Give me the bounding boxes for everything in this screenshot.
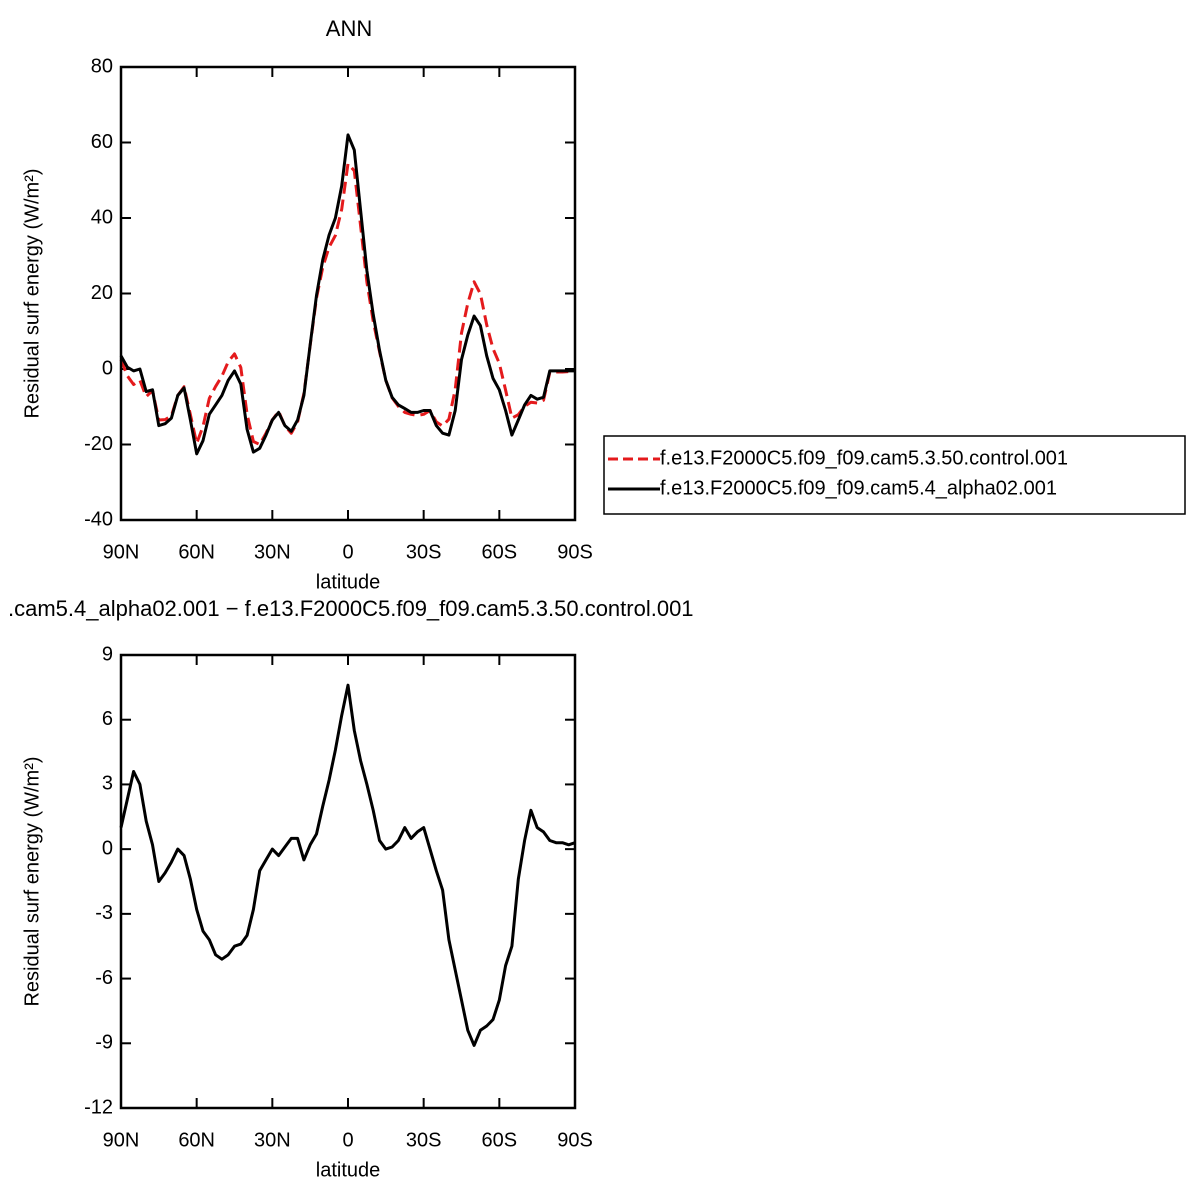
x-tick-label: 30S (406, 541, 442, 563)
y-tick-label: -12 (84, 1096, 113, 1118)
legend-box (603, 435, 1186, 515)
x-tick-label: 90S (557, 1129, 593, 1151)
x-tick-label: 60N (178, 1129, 215, 1151)
x-tick-label: 30N (254, 541, 291, 563)
x-axis-label: latitude (316, 1159, 381, 1181)
x-axis-label: latitude (316, 571, 381, 593)
series-line (119, 683, 576, 1047)
plot-frame (119, 65, 577, 522)
plot-frame (119, 653, 577, 1110)
legend-label: f.e13.F2000C5.f09_f09.cam5.4_alpha02.001 (660, 477, 1057, 499)
x-tick-label: 90N (103, 1129, 140, 1151)
x-tick-label: 90N (103, 541, 140, 563)
x-tick-label: 60S (482, 1129, 518, 1151)
y-tick-label: -20 (84, 433, 113, 455)
y-tick-label: 80 (91, 55, 113, 77)
x-tick-label: 90S (557, 541, 593, 563)
y-tick-label: 3 (102, 773, 113, 795)
x-tick-label: 30N (254, 1129, 291, 1151)
x-tick-label: 60N (178, 541, 215, 563)
y-tick-label: -6 (95, 967, 113, 989)
series-line (119, 133, 575, 456)
y-axis-label: Residual surf energy (W/m²) (21, 168, 43, 418)
chart-title: .cam5.4_alpha02.001 − f.e13.F2000C5.f09_… (8, 596, 694, 621)
x-tick-label: 0 (342, 1129, 353, 1151)
y-tick-label: 0 (102, 837, 113, 859)
y-tick-label: 40 (91, 206, 113, 228)
y-tick-label: 60 (91, 131, 113, 153)
x-tick-label: 60S (482, 541, 518, 563)
y-axis-label: Residual surf energy (W/m²) (21, 756, 43, 1006)
x-tick-label: 30S (406, 1129, 442, 1151)
y-tick-label: -40 (84, 508, 113, 530)
y-tick-label: 20 (91, 282, 113, 304)
chart-title: ANN (326, 16, 372, 41)
legend-label: f.e13.F2000C5.f09_f09.cam5.3.50.control.… (660, 447, 1068, 469)
y-tick-label: 6 (102, 708, 113, 730)
y-tick-label: -9 (95, 1032, 113, 1054)
y-tick-label: 0 (102, 357, 113, 379)
series-line (119, 162, 576, 446)
y-tick-label: -3 (95, 902, 113, 924)
x-tick-label: 0 (342, 541, 353, 563)
y-tick-label: 9 (102, 643, 113, 665)
